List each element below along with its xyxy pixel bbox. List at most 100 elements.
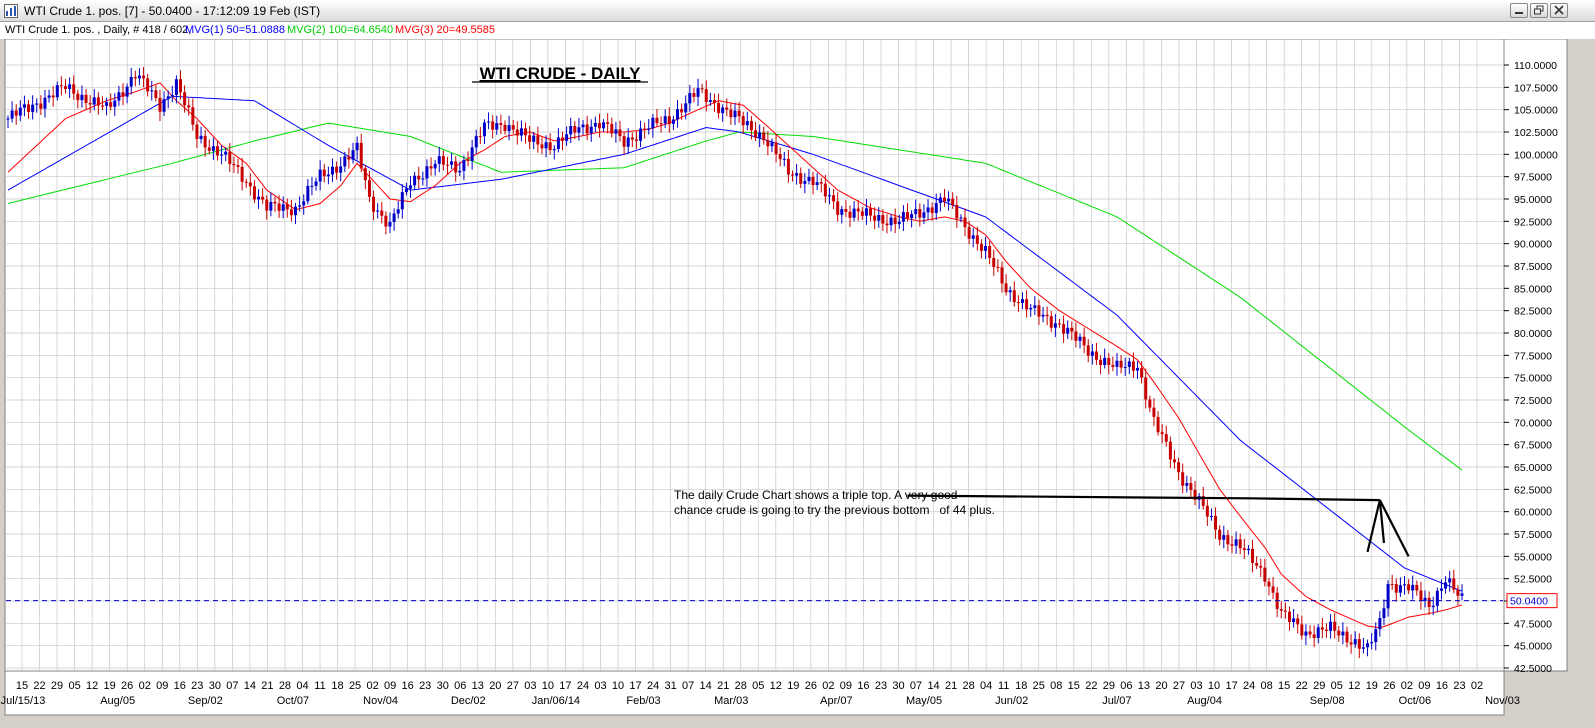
- candle-body: [417, 175, 421, 180]
- price-chart[interactable]: 110.0000 107.5000 105.0000 102.5000 100.0000…: [0, 39, 1595, 728]
- candle-body: [1012, 290, 1016, 303]
- candle-body: [942, 197, 946, 202]
- candle-body: [1452, 578, 1456, 590]
- candle-body: [1439, 588, 1443, 591]
- candle-body: [1259, 565, 1263, 568]
- x-month-label: Oct/07: [277, 695, 309, 707]
- candle-body: [1431, 605, 1435, 608]
- candle-body: [832, 195, 836, 202]
- candle-body: [1226, 535, 1230, 545]
- candle-body: [926, 207, 930, 213]
- candle-body: [158, 97, 162, 112]
- candle-body: [1333, 621, 1337, 631]
- candle-body: [330, 166, 334, 175]
- candle-body: [142, 75, 146, 79]
- candle-body: [499, 123, 503, 125]
- candle-body: [552, 149, 556, 151]
- x-day-label: 03: [524, 680, 536, 692]
- candle-body: [1460, 593, 1464, 596]
- candle-body: [1111, 364, 1115, 367]
- candle-body: [914, 209, 918, 215]
- candle-body: [786, 158, 790, 175]
- candle-body: [183, 92, 187, 106]
- candle-body: [1230, 544, 1234, 546]
- candle-body: [680, 109, 684, 113]
- candle-body: [885, 223, 889, 226]
- candle-body: [1094, 351, 1098, 360]
- candle-body: [487, 121, 491, 123]
- y-tick-label: 82.5000: [1514, 306, 1552, 318]
- x-month-label: Nov/03: [1485, 695, 1520, 707]
- candle-body: [565, 134, 569, 141]
- candle-body: [799, 173, 803, 184]
- restore-button[interactable]: [1530, 3, 1548, 18]
- candle-body: [1181, 472, 1185, 486]
- x-axis-ticks: 15 22 29 05 12 19 26 02 09 16 23 30 07 14 21 28 04 11 18 25…: [1, 680, 1520, 707]
- x-day-label: 16: [174, 680, 186, 692]
- candle-body: [667, 116, 671, 124]
- candle-body: [815, 182, 819, 186]
- candle-body: [856, 208, 860, 212]
- candle-body: [1066, 327, 1070, 334]
- candle-body: [589, 126, 593, 134]
- y-tick-label: 80.0000: [1514, 328, 1552, 340]
- candle-body: [639, 128, 643, 141]
- x-day-label: 25: [349, 680, 361, 692]
- candle-body: [1324, 629, 1328, 631]
- x-day-label: 03: [1190, 680, 1202, 692]
- candle-body: [906, 212, 910, 219]
- candle-body: [59, 85, 63, 87]
- candle-body: [725, 107, 729, 110]
- minimize-icon: [1515, 12, 1523, 14]
- candle-body: [643, 128, 647, 130]
- candle-body: [1136, 368, 1140, 371]
- candle-body: [1448, 578, 1452, 583]
- candle-body: [298, 205, 302, 207]
- candle-body: [495, 123, 499, 130]
- candle-body: [897, 221, 901, 225]
- candle-body: [729, 109, 733, 118]
- candle-body: [478, 136, 482, 138]
- minimize-button[interactable]: [1510, 3, 1528, 18]
- candle-body: [647, 128, 651, 130]
- candle-body: [450, 161, 454, 165]
- candle-body: [955, 204, 959, 219]
- candle-body: [823, 183, 827, 197]
- candle-body: [1214, 515, 1218, 530]
- candle-body: [1304, 631, 1308, 636]
- candle-body: [1201, 496, 1205, 506]
- x-day-label: 21: [261, 680, 273, 692]
- candle-body: [1271, 586, 1275, 593]
- candle-body: [310, 185, 314, 187]
- candle-body: [737, 110, 741, 117]
- candle-body: [220, 154, 224, 156]
- candle-body: [285, 204, 289, 210]
- candle-body: [560, 137, 564, 141]
- x-month-label: Mar/03: [714, 695, 748, 707]
- candle-body: [409, 185, 413, 189]
- y-tick-label: 102.5000: [1514, 127, 1558, 139]
- candle-body: [1004, 283, 1008, 293]
- candle-body: [684, 103, 688, 113]
- candle-body: [655, 117, 659, 124]
- candle-body: [1246, 548, 1250, 551]
- x-day-label: 28: [963, 680, 975, 692]
- x-day-label: 24: [577, 680, 589, 692]
- candle-body: [1337, 630, 1341, 636]
- candle-body: [1205, 505, 1209, 517]
- y-tick-label: 92.5000: [1514, 216, 1552, 228]
- candle-body: [1148, 399, 1152, 408]
- candle-body: [712, 100, 716, 103]
- candle-body: [174, 79, 178, 96]
- candle-body: [536, 135, 540, 145]
- x-day-label: 05: [752, 680, 764, 692]
- candle-body: [540, 144, 544, 149]
- candle-body: [421, 178, 425, 180]
- close-button[interactable]: [1550, 3, 1568, 18]
- x-day-label: 21: [945, 680, 957, 692]
- candle-body: [836, 201, 840, 215]
- y-tick-label: 110.0000: [1514, 60, 1557, 72]
- candle-body: [971, 235, 975, 239]
- candle-body: [910, 214, 914, 219]
- symbol-info: WTI Crude 1. pos. , Daily, # 418 / 602,: [5, 24, 192, 36]
